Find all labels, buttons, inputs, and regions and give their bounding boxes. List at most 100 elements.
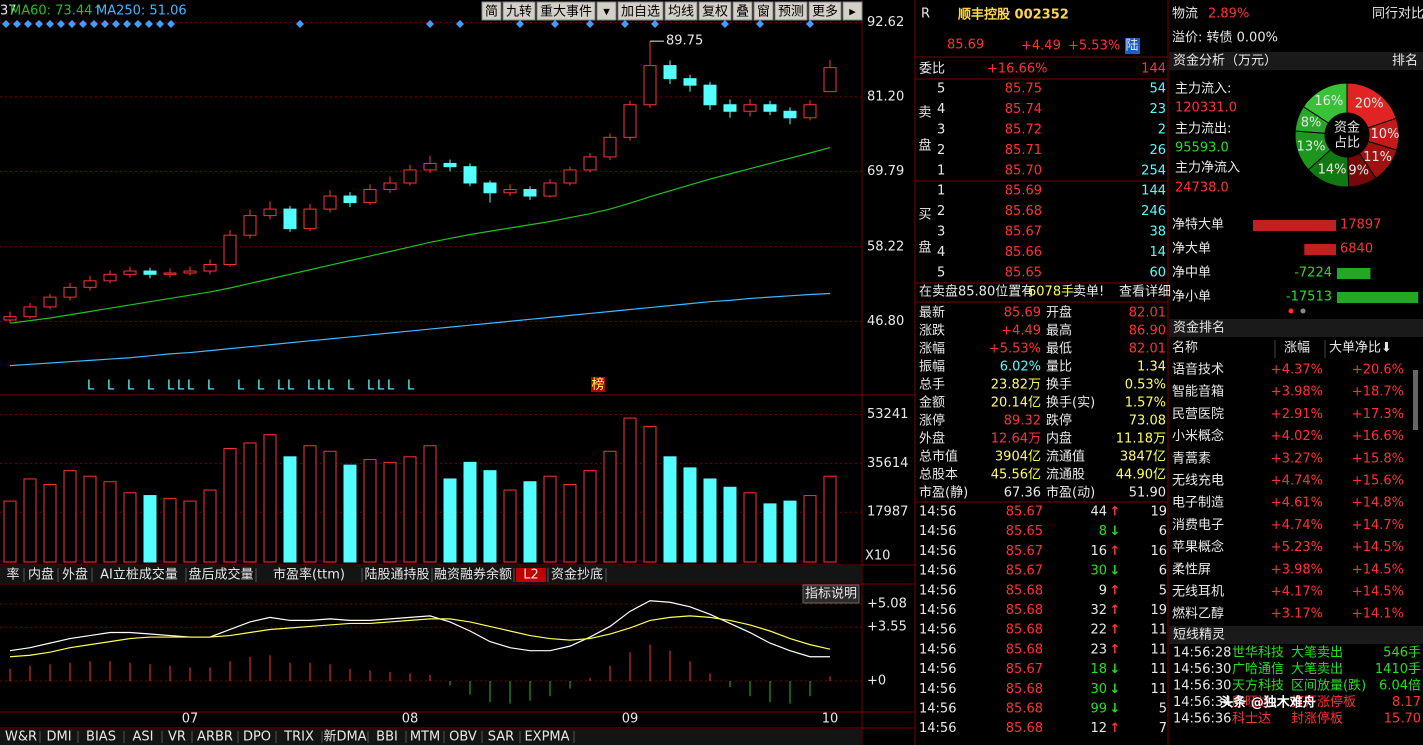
toolbar-label[interactable]: ▾ [603, 5, 610, 20]
toolbar-button[interactable] [698, 1, 732, 21]
label[interactable]: 大单净比⬇ [1329, 341, 1392, 356]
candle-body [763, 104, 777, 112]
label: 44.90亿 [1116, 468, 1166, 483]
label[interactable]: 查看详细 [1119, 284, 1171, 300]
toolbar-button[interactable] [617, 1, 664, 21]
tab[interactable]: DMI [46, 730, 71, 745]
tab[interactable]: BBI [376, 730, 398, 745]
toolbar-label[interactable]: 简 [485, 4, 498, 20]
tab[interactable]: MTM [410, 730, 440, 745]
label: 8 [1099, 524, 1107, 539]
toolbar-button[interactable] [842, 1, 863, 21]
candle-body [123, 270, 137, 275]
tab[interactable]: 资金抄底 [551, 567, 603, 583]
toolbar-button[interactable] [502, 1, 536, 21]
label: 资金排名 [1173, 320, 1225, 336]
tab[interactable]: L2 [523, 568, 539, 583]
label: 流通股 [1046, 468, 1085, 483]
toolbar-button[interactable] [753, 1, 774, 21]
label: ↑ [1110, 583, 1121, 598]
label: 物流 [1172, 7, 1198, 22]
segment-label: 8% [1301, 115, 1322, 130]
badge [1125, 38, 1140, 54]
signal-icon [13, 20, 21, 28]
toolbar-button[interactable] [596, 1, 617, 21]
candle-body [143, 270, 157, 275]
volume-bar [803, 495, 817, 563]
toolbar-label[interactable]: 预测 [778, 5, 804, 20]
toolbar-label[interactable]: 复权 [702, 4, 728, 20]
toolbar-label[interactable]: 重大事件 [540, 4, 592, 20]
segment-label: 10% [1371, 127, 1400, 142]
label: 14:56 [919, 702, 956, 717]
label: 换手 [1046, 378, 1072, 393]
candle-body [563, 169, 577, 184]
label: ↑ [1110, 721, 1121, 736]
tab[interactable]: OBV [449, 730, 477, 745]
label: 51.90 [1129, 486, 1166, 501]
toolbar-button[interactable] [732, 1, 753, 21]
label: 涨幅 [1284, 341, 1310, 356]
label[interactable]: 排名 [1392, 53, 1418, 69]
tab[interactable]: TRIX [283, 730, 314, 745]
tab[interactable]: ARBR [197, 730, 233, 745]
section-header [1169, 52, 1423, 70]
toolbar-label[interactable]: ▸ [849, 5, 856, 20]
candle-body [223, 234, 237, 266]
label: 2.89% [1208, 7, 1249, 22]
volume-bar [443, 478, 457, 563]
tab[interactable]: W&R [5, 730, 37, 745]
candle-body [383, 182, 397, 191]
tab[interactable]: 外盘 [62, 567, 88, 583]
tab[interactable]: 融资融券余额 [434, 567, 512, 583]
label: 3 [937, 225, 945, 240]
tab[interactable]: ASI [133, 730, 154, 745]
label: 85.68 [1006, 583, 1043, 598]
tab[interactable]: 率 [6, 567, 19, 583]
label: 5 [1159, 702, 1167, 717]
signal-icon [296, 20, 304, 28]
label: 6.02% [1000, 360, 1041, 375]
toolbar-button[interactable] [774, 1, 808, 21]
volume-bar [183, 500, 197, 563]
tab[interactable]: EXPMA [524, 730, 569, 745]
toolbar-button[interactable] [808, 1, 842, 21]
help-button[interactable] [802, 584, 860, 604]
marker: L [187, 379, 195, 394]
toolbar-button[interactable] [481, 1, 502, 21]
label: 3847亿 [1120, 450, 1166, 465]
segment-label: 16% [1314, 94, 1343, 109]
tab[interactable]: 盘后成交量 [188, 567, 253, 583]
toolbar-label[interactable]: 叠 [736, 5, 749, 20]
tab[interactable]: VR [168, 730, 186, 745]
toolbar-button[interactable] [536, 1, 596, 21]
volume-bar [703, 478, 717, 563]
label: 82.01 [1129, 306, 1166, 321]
volume-bar [543, 475, 557, 563]
label: 254 [1141, 164, 1166, 179]
tab[interactable]: AI立桩成交量 [100, 567, 178, 583]
tab[interactable]: 市盈率(ttm) [273, 567, 345, 583]
toolbar-label[interactable]: 更多 [812, 4, 838, 20]
tab[interactable]: 内盘 [28, 567, 54, 583]
label: 85.75 [1005, 82, 1042, 97]
label: 委比 [919, 62, 945, 77]
label[interactable]: 指标说明 [805, 587, 857, 602]
label: 14:56 [919, 642, 956, 657]
toolbar-label[interactable]: 均线 [668, 5, 694, 20]
toolbar-label[interactable]: 窗 [757, 4, 770, 20]
toolbar-label[interactable]: 九转 [506, 5, 532, 20]
tab[interactable]: SAR [488, 730, 514, 745]
tab[interactable]: BIAS [86, 730, 116, 745]
tab[interactable]: DPO [243, 730, 271, 745]
signal-icon [90, 20, 98, 28]
label: 16 [1150, 544, 1167, 559]
label: 85.68 [1006, 623, 1043, 638]
toolbar-button[interactable] [664, 1, 698, 21]
toolbar-label[interactable]: 加自选 [621, 5, 660, 20]
tab[interactable]: 新DMA [323, 729, 366, 745]
label: 苹果概念 [1172, 539, 1224, 555]
candle-body [823, 67, 837, 93]
label[interactable]: 同行对比 [1372, 7, 1423, 22]
tab[interactable]: 陆股通持股 [364, 567, 429, 583]
